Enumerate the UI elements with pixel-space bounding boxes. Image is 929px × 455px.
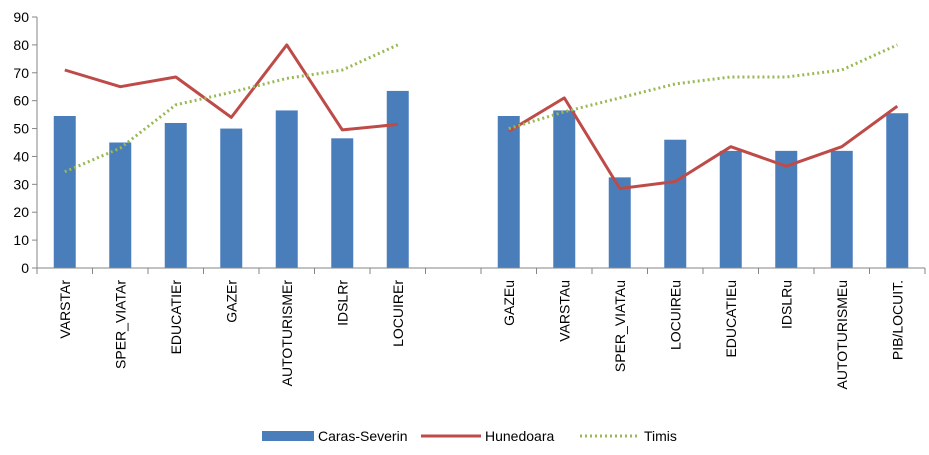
legend: Caras-Severin Hunedoara Timis [262, 428, 677, 444]
bar-caras-severin [775, 150, 798, 268]
x-category-label: EDUCATIEr [168, 280, 184, 355]
bar-caras-severin [109, 142, 132, 268]
bar-caras-severin [886, 113, 909, 268]
y-tick-label: 90 [13, 9, 29, 25]
y-tick-label: 20 [13, 204, 29, 220]
y-tick-label: 40 [13, 148, 29, 164]
series-line-hunedoara [508, 96, 899, 190]
y-tick-label: 80 [13, 37, 29, 53]
bar-caras-severin [53, 116, 76, 268]
bar-caras-severin [331, 138, 354, 268]
bars-layer [53, 90, 909, 269]
y-tick-label: 50 [13, 121, 29, 137]
x-category-label: SPER_VIATAu [612, 280, 628, 372]
legend-label: Caras-Severin [318, 428, 407, 444]
x-category-label: PIB/LOCUIT. [889, 280, 905, 360]
lines-layer [64, 43, 899, 190]
bar-caras-severin [608, 177, 631, 268]
x-category-label: SPER_VIATAr [112, 280, 128, 369]
x-category-label: AUTOTURISMEr [279, 280, 295, 387]
bar-caras-severin [164, 122, 187, 268]
y-ticks: 0 10 20 30 40 50 60 70 80 90 [13, 9, 37, 276]
series-line-hunedoara [64, 43, 398, 132]
x-category-label: LOCUIREu [667, 280, 683, 350]
bar-caras-severin [386, 90, 409, 269]
y-tick-label: 10 [13, 232, 29, 248]
legend-swatch-caras-severin [262, 431, 314, 441]
x-category-label: EDUCATIEu [723, 280, 739, 358]
x-category-label: IDSLRu [778, 280, 794, 329]
x-category-label: GAZEr [223, 280, 239, 323]
legend-label: Hunedoara [485, 428, 554, 444]
x-ticks [36, 268, 926, 274]
bar-caras-severin [830, 150, 853, 268]
bar-caras-severin [664, 139, 687, 268]
x-category-label: VARSTAu [556, 280, 572, 342]
x-category-label: IDSLRr [334, 280, 350, 326]
y-tick-label: 60 [13, 93, 29, 109]
category-labels: VARSTAr SPER_VIATAr EDUCATIEr GAZEr AUTOTURI… [57, 280, 906, 390]
x-category-label: GAZEu [501, 280, 517, 326]
y-tick-label: 70 [13, 65, 29, 81]
bar-caras-severin [553, 110, 576, 268]
y-tick-label: 30 [13, 176, 29, 192]
series-line-timis [64, 43, 399, 174]
bar-caras-severin [719, 150, 742, 268]
bar-caras-severin [220, 128, 243, 268]
legend-label: Timis [644, 428, 677, 444]
bar-caras-severin [497, 116, 520, 268]
x-category-label: VARSTAr [57, 280, 73, 339]
x-category-label: LOCUIREr [390, 280, 406, 347]
x-category-label: AUTOTURISMEu [834, 280, 850, 389]
series-line-timis [508, 43, 898, 131]
bar-caras-severin [275, 110, 298, 268]
y-tick-label: 0 [21, 260, 29, 276]
